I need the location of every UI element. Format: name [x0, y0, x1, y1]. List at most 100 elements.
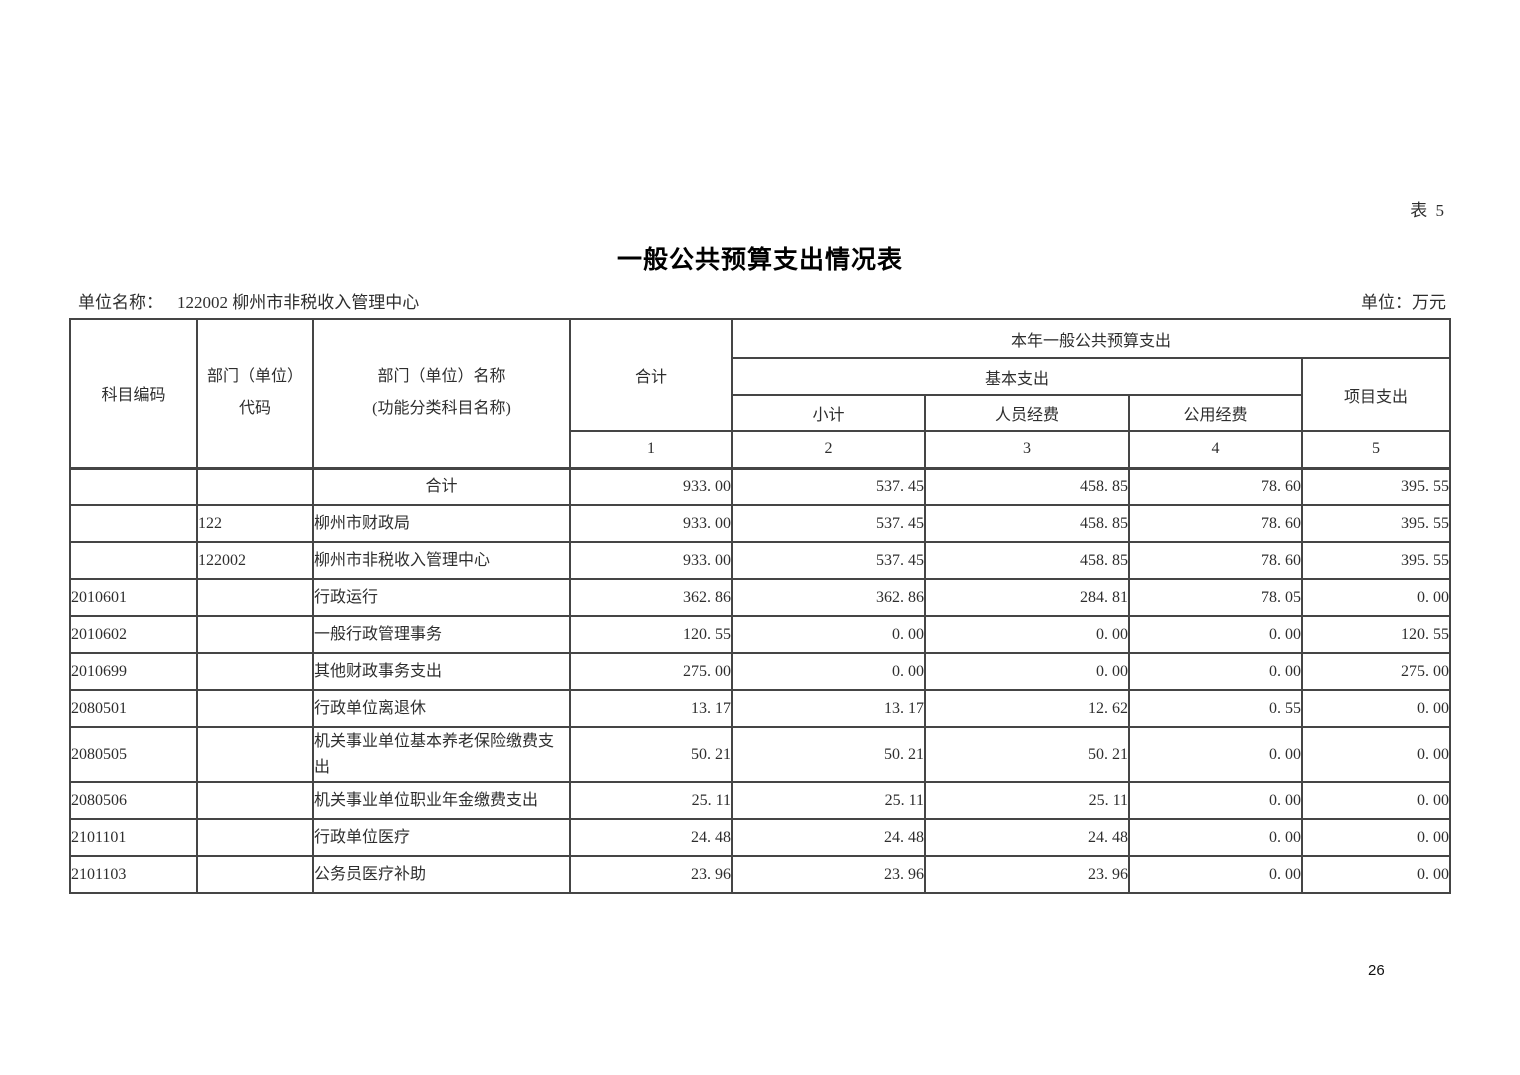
cell-code: 2080501 — [69, 689, 198, 728]
cell-total: 275. 00 — [569, 652, 733, 691]
table-header: 科目编码 部门（单位） 代码 部门（单位）名称 (功能分类科目名称) 合计 本年… — [69, 318, 1452, 469]
cell-project: 395. 55 — [1300, 466, 1452, 506]
cell-code: 2010602 — [69, 615, 198, 654]
cell-public: 0. 00 — [1128, 726, 1303, 783]
cell-code: 2010699 — [69, 652, 198, 691]
cell-dept-code — [196, 689, 314, 728]
col-number-3: 3 — [924, 430, 1130, 469]
col-number-5: 5 — [1300, 430, 1452, 469]
page-number: 26 — [1368, 962, 1385, 979]
col-header-public-funds: 公用经费 — [1128, 394, 1303, 432]
cell-project: 0. 00 — [1300, 781, 1452, 820]
cell-personnel: 23. 96 — [924, 855, 1130, 894]
cell-subtotal: 25. 11 — [731, 781, 926, 820]
col-header-project-expenditure: 项目支出 — [1300, 357, 1452, 432]
budget-table: 科目编码 部门（单位） 代码 部门（单位）名称 (功能分类科目名称) 合计 本年… — [69, 318, 1452, 894]
cell-subtotal: 537. 45 — [731, 541, 926, 580]
table-row: 2010699 其他财政事务支出 275. 00 0. 00 0. 00 0. … — [69, 652, 1452, 691]
cell-personnel: 458. 85 — [924, 541, 1130, 580]
table-body: 合计 933. 00 537. 45 458. 85 78. 60 395. 5… — [69, 466, 1452, 894]
col-header-subtotal: 小计 — [731, 394, 926, 432]
col-header-subject-code: 科目编码 — [69, 318, 198, 469]
cell-name: 行政运行 — [312, 578, 571, 617]
cell-name: 柳州市财政局 — [312, 504, 571, 543]
cell-personnel: 458. 85 — [924, 466, 1130, 506]
cell-project: 0. 00 — [1300, 818, 1452, 857]
cell-code — [69, 541, 198, 580]
cell-code: 2101103 — [69, 855, 198, 894]
col-number-4: 4 — [1128, 430, 1303, 469]
cell-personnel: 458. 85 — [924, 504, 1130, 543]
cell-dept-code — [196, 726, 314, 783]
table-row: 2010601 行政运行 362. 86 362. 86 284. 81 78.… — [69, 578, 1452, 617]
col-header-dept-code-line1: 部门（单位） — [206, 368, 303, 386]
cell-code: 2080506 — [69, 781, 198, 820]
cell-subtotal: 13. 17 — [731, 689, 926, 728]
cell-dept-code — [196, 781, 314, 820]
cell-code: 2080505 — [69, 726, 198, 783]
cell-dept-code — [196, 855, 314, 894]
cell-name: 行政单位医疗 — [312, 818, 571, 857]
cell-public: 0. 00 — [1128, 818, 1303, 857]
cell-subtotal: 537. 45 — [731, 504, 926, 543]
cell-personnel: 0. 00 — [924, 615, 1130, 654]
cell-dept-code — [196, 818, 314, 857]
cell-dept-code — [196, 615, 314, 654]
table-row: 2101101 行政单位医疗 24. 48 24. 48 24. 48 0. 0… — [69, 818, 1452, 857]
cell-dept-code — [196, 652, 314, 691]
col-number-2: 2 — [731, 430, 926, 469]
cell-name: 柳州市非税收入管理中心 — [312, 541, 571, 580]
unit-name-label: 单位名称： — [78, 293, 163, 312]
cell-total: 933. 00 — [569, 466, 733, 506]
table-number-label: 表 5 — [1410, 201, 1446, 220]
cell-personnel: 24. 48 — [924, 818, 1130, 857]
cell-total: 120. 55 — [569, 615, 733, 654]
table-row: 合计 933. 00 537. 45 458. 85 78. 60 395. 5… — [69, 466, 1452, 506]
cell-total: 50. 21 — [569, 726, 733, 783]
table-row: 2080501 行政单位离退休 13. 17 13. 17 12. 62 0. … — [69, 689, 1452, 728]
cell-personnel: 284. 81 — [924, 578, 1130, 617]
cell-project: 0. 00 — [1300, 578, 1452, 617]
cell-name: 行政单位离退休 — [312, 689, 571, 728]
table-row: 122002 柳州市非税收入管理中心 933. 00 537. 45 458. … — [69, 541, 1452, 580]
cell-personnel: 12. 62 — [924, 689, 1130, 728]
cell-dept-code — [196, 466, 314, 506]
unit-name: 单位名称： 122002 柳州市非税收入管理中心 — [78, 288, 419, 313]
col-header-dept-name: 部门（单位）名称 (功能分类科目名称) — [312, 318, 571, 469]
cell-total: 25. 11 — [569, 781, 733, 820]
cell-project: 0. 00 — [1300, 726, 1452, 783]
col-header-personnel: 人员经费 — [924, 394, 1130, 432]
cell-project: 395. 55 — [1300, 504, 1452, 543]
cell-public: 0. 00 — [1128, 652, 1303, 691]
cell-project: 275. 00 — [1300, 652, 1452, 691]
cell-subtotal: 0. 00 — [731, 652, 926, 691]
cell-name: 机关事业单位基本养老保险缴费支出 — [312, 726, 571, 783]
table-row: 2010602 一般行政管理事务 120. 55 0. 00 0. 00 0. … — [69, 615, 1452, 654]
col-header-dept-name-line1: 部门（单位）名称 — [377, 368, 506, 386]
page-title: 一般公共预算支出情况表 — [616, 246, 903, 274]
cell-subtotal: 23. 96 — [731, 855, 926, 894]
cell-total: 13. 17 — [569, 689, 733, 728]
cell-total: 933. 00 — [569, 504, 733, 543]
cell-code: 2010601 — [69, 578, 198, 617]
cell-name: 其他财政事务支出 — [312, 652, 571, 691]
cell-personnel: 0. 00 — [924, 652, 1130, 691]
col-header-dept-code: 部门（单位） 代码 — [196, 318, 314, 469]
cell-public: 78. 60 — [1128, 466, 1303, 506]
unit-name-value: 122002 柳州市非税收入管理中心 — [177, 293, 420, 312]
table-row: 2101103 公务员医疗补助 23. 96 23. 96 23. 96 0. … — [69, 855, 1452, 894]
cell-name: 机关事业单位职业年金缴费支出 — [312, 781, 571, 820]
cell-public: 0. 00 — [1128, 615, 1303, 654]
cell-subtotal: 50. 21 — [731, 726, 926, 783]
col-header-dept-name-line2: (功能分类科目名称) — [372, 400, 511, 418]
cell-subtotal: 362. 86 — [731, 578, 926, 617]
col-number-1: 1 — [569, 430, 733, 469]
cell-personnel: 50. 21 — [924, 726, 1130, 783]
cell-code — [69, 466, 198, 506]
cell-public: 0. 55 — [1128, 689, 1303, 728]
cell-total: 24. 48 — [569, 818, 733, 857]
col-header-basic-expenditure: 基本支出 — [731, 357, 1303, 396]
table-row: 2080505 机关事业单位基本养老保险缴费支出 50. 21 50. 21 5… — [69, 726, 1452, 783]
cell-code: 2101101 — [69, 818, 198, 857]
cell-code — [69, 504, 198, 543]
